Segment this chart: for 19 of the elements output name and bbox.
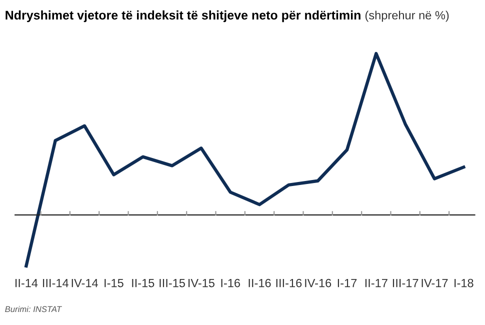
x-tick-label: I-15 <box>104 278 124 288</box>
x-tick-label: IV-16 <box>305 278 332 288</box>
x-tick-label: II-17 <box>365 278 388 288</box>
x-tick-label: II-15 <box>132 278 154 288</box>
x-tick-label: IV-15 <box>188 278 214 288</box>
x-tick-label: IV-14 <box>72 278 98 288</box>
x-tick-label: I-16 <box>221 278 240 288</box>
x-tick-label: III-16 <box>276 278 302 288</box>
x-tick-label: IV-17 <box>422 278 448 288</box>
x-tick-label: II-16 <box>248 278 271 288</box>
chart-title: Ndryshimet vjetore të indeksit të shitjeve neto për ndërtimin <box>6 10 360 22</box>
x-tick-label: II-14 <box>15 278 38 288</box>
x-tick-label: III-17 <box>392 278 418 288</box>
x-tick-label: I-17 <box>338 278 357 288</box>
chart-subtitle: (shprehur në %) <box>365 10 449 22</box>
x-tick-label: I-18 <box>454 278 474 288</box>
x-tick-label: III-14 <box>43 278 68 288</box>
x-tick-label: III-15 <box>160 278 185 288</box>
text: Burimi: INSTAT <box>5 306 62 312</box>
